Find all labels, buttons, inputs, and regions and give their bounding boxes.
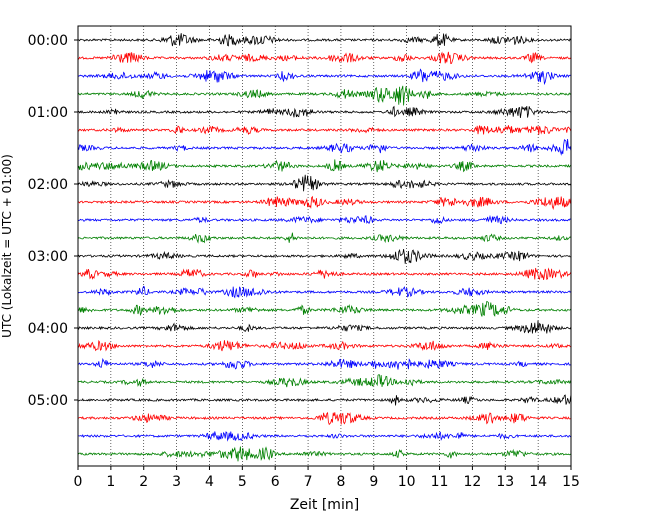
x-tick-label: 14	[529, 474, 547, 490]
y-tick-label: 03:00	[28, 249, 68, 265]
x-tick-label: 3	[172, 474, 181, 490]
trace-line	[77, 195, 572, 210]
trace-line	[77, 285, 572, 299]
x-tick-label: 13	[496, 474, 514, 490]
trace-line	[77, 411, 571, 426]
trace-line	[77, 431, 572, 442]
y-tick-label: 01:00	[28, 105, 68, 121]
seismic-traces	[77, 33, 572, 462]
trace-line	[77, 214, 571, 225]
x-tick-label: 1	[106, 474, 115, 490]
trace-line	[77, 357, 571, 370]
x-tick-label: 4	[205, 474, 214, 490]
x-tick-label: 8	[336, 474, 345, 490]
trace-line	[77, 446, 571, 462]
y-tick-label: 00:00	[28, 33, 68, 49]
trace-line	[77, 33, 572, 47]
trace-line	[77, 232, 572, 244]
trace-line	[77, 394, 572, 406]
trace-line	[77, 267, 572, 281]
x-tick-label: 6	[271, 474, 280, 490]
x-tick-label: 9	[369, 474, 378, 490]
x-tick-label: 10	[398, 474, 416, 490]
trace-line	[77, 85, 572, 106]
trace-line	[77, 339, 572, 352]
x-axis-label: Zeit [min]	[290, 497, 359, 513]
trace-line	[77, 300, 572, 317]
trace-line	[77, 105, 571, 119]
x-tick-label: 15	[562, 474, 580, 490]
x-tick-label: 7	[304, 474, 313, 490]
trace-line	[77, 159, 572, 173]
trace-line	[77, 320, 572, 334]
y-axis-ticks: 00:00 01:00 02:00 03:00 04:00 05:00	[28, 33, 78, 409]
vertical-grid	[110, 26, 539, 466]
y-tick-label: 02:00	[28, 177, 68, 193]
trace-line	[77, 68, 572, 86]
y-tick-label: 05:00	[28, 393, 68, 409]
x-tick-label: 5	[238, 474, 247, 490]
y-tick-label: 04:00	[28, 321, 68, 337]
trace-line	[77, 51, 572, 65]
plot-frame	[77, 25, 572, 467]
x-tick-label: 11	[431, 474, 449, 490]
trace-line	[77, 249, 571, 264]
trace-line	[77, 374, 572, 388]
trace-line	[77, 125, 572, 136]
trace-line	[77, 174, 572, 192]
x-tick-label: 12	[463, 474, 481, 490]
y-axis-label: UTC (Lokalzeit = UTC + 01:00)	[0, 154, 14, 338]
x-tick-label: 0	[74, 474, 83, 490]
x-tick-label: 2	[139, 474, 148, 490]
trace-line	[77, 138, 572, 156]
x-axis-ticks: 0 1 2 3 4 5 6 7 8 9 10 11 12 13 14 15	[74, 466, 580, 490]
